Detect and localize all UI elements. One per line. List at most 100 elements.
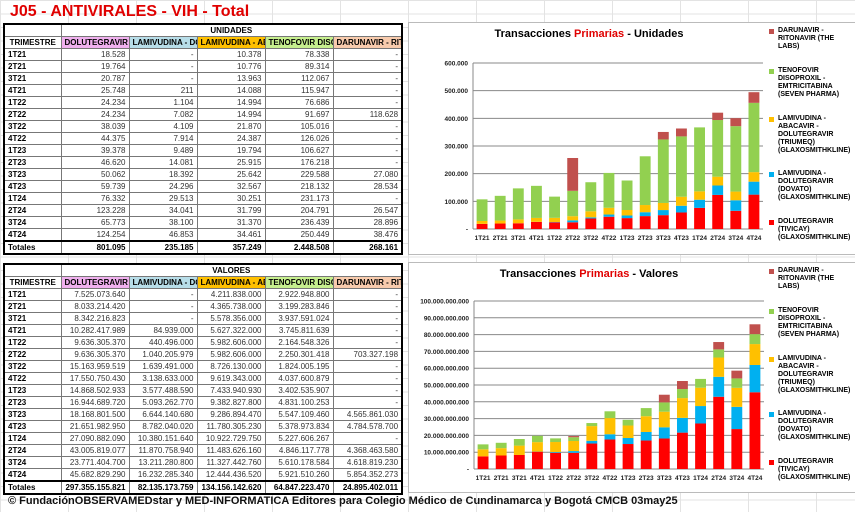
value-cell[interactable]: 38.476 [332,228,403,242]
value-cell[interactable]: - [332,312,403,325]
value-cell[interactable]: 15.163.959.519 [60,360,130,373]
value-cell[interactable]: 3.199.283.846 [264,300,334,313]
value-cell[interactable]: 78.338 [264,48,334,61]
value-cell[interactable]: 89.314 [264,60,334,73]
value-cell[interactable]: 19.794 [196,144,266,157]
quarter-cell[interactable]: 1T21 [3,48,62,61]
value-cell[interactable]: 21.651.982.950 [60,420,130,433]
value-cell[interactable]: 2.922.948.800 [264,288,334,301]
value-cell[interactable]: 9.489 [128,144,198,157]
value-cell[interactable]: - [332,96,403,109]
total-cell[interactable]: 357.249 [196,240,266,255]
value-cell[interactable]: 31.370 [196,216,266,229]
quarter-cell[interactable]: 3T21 [3,312,62,325]
value-cell[interactable]: 28.896 [332,216,403,229]
value-cell[interactable]: 4.365.738.000 [196,300,266,313]
value-cell[interactable]: 118.628 [332,108,403,121]
value-cell[interactable]: 18.528 [60,48,130,61]
value-cell[interactable]: 19.764 [60,60,130,73]
value-cell[interactable]: 231.173 [264,192,334,205]
value-cell[interactable]: 8.033.214.420 [60,300,130,313]
value-cell[interactable]: - [128,72,198,85]
quarter-cell[interactable]: 4T23 [3,420,62,433]
value-cell[interactable]: 4.109 [128,120,198,133]
value-cell[interactable]: 27.080 [332,168,403,181]
value-cell[interactable]: 39.378 [60,144,130,157]
value-cell[interactable]: 18.168.801.500 [60,408,130,421]
quarter-cell[interactable]: 1T24 [3,432,62,445]
quarter-cell[interactable]: 2T24 [3,444,62,457]
value-cell[interactable]: 12.444.436.520 [196,468,266,482]
value-cell[interactable]: 13.963 [196,72,266,85]
value-cell[interactable]: - [332,336,403,349]
totals-label[interactable]: Totales [3,240,62,255]
value-cell[interactable]: 17.550.750.430 [60,372,130,385]
value-cell[interactable]: 23.771.404.700 [60,456,130,469]
value-cell[interactable]: 5.547.109.460 [264,408,334,421]
value-cell[interactable]: - [332,72,403,85]
value-cell[interactable]: 8.782.040.020 [128,420,198,433]
value-cell[interactable]: - [128,300,198,313]
quarter-cell[interactable]: 3T24 [3,216,62,229]
value-cell[interactable]: 9.619.343.000 [196,372,266,385]
values-chart[interactable]: Transacciones Primarias - Valores - 10.00… [408,262,855,493]
value-cell[interactable]: 6.644.140.680 [128,408,198,421]
value-cell[interactable]: 24.296 [128,180,198,193]
value-cell[interactable]: 5.378.973.834 [264,420,334,433]
value-cell[interactable]: 7.433.940.930 [196,384,266,397]
value-cell[interactable]: 4.784.578.700 [332,420,403,433]
quarter-cell[interactable]: 4T21 [3,84,62,97]
quarter-cell[interactable]: 1T21 [3,288,62,301]
quarter-cell[interactable]: 1T24 [3,192,62,205]
quarter-cell[interactable]: 1T22 [3,96,62,109]
value-cell[interactable]: 20.787 [60,72,130,85]
value-cell[interactable]: 29.513 [128,192,198,205]
quarter-cell[interactable]: 1T23 [3,144,62,157]
total-cell[interactable]: 82.135.173.759 [128,480,198,495]
value-cell[interactable]: 5.982.606.000 [196,348,266,361]
quarter-cell[interactable]: 2T21 [3,60,62,73]
value-cell[interactable]: 250.449 [264,228,334,242]
value-cell[interactable]: 5.854.352.273 [332,468,403,482]
value-cell[interactable]: 5.578.356.000 [196,312,266,325]
value-cell[interactable]: 8.342.216.823 [60,312,130,325]
value-cell[interactable]: 3.745.811.639 [264,324,334,337]
value-cell[interactable]: 2.164.548.326 [264,336,334,349]
value-cell[interactable]: 14.081 [128,156,198,169]
quarter-cell[interactable]: 4T22 [3,132,62,145]
value-cell[interactable]: 14.994 [196,96,266,109]
value-cell[interactable]: - [332,432,403,445]
value-cell[interactable]: 4.037.600.879 [264,372,334,385]
value-cell[interactable]: 14.088 [196,84,266,97]
value-cell[interactable]: 106.627 [264,144,334,157]
value-cell[interactable]: 10.380.151.640 [128,432,198,445]
value-cell[interactable]: 46.853 [128,228,198,242]
quarter-cell[interactable]: 1T22 [3,336,62,349]
value-cell[interactable]: 11.327.442.760 [196,456,266,469]
value-cell[interactable]: 5.610.178.584 [264,456,334,469]
value-cell[interactable]: 24.234 [60,96,130,109]
value-cell[interactable]: 9.636.305.370 [60,336,130,349]
total-cell[interactable]: 2.448.508 [264,240,334,255]
value-cell[interactable]: - [332,396,403,409]
value-cell[interactable]: - [332,132,403,145]
value-cell[interactable]: 76.686 [264,96,334,109]
value-cell[interactable]: 10.922.729.750 [196,432,266,445]
quarter-cell[interactable]: 4T24 [3,468,62,482]
quarter-cell[interactable]: 2T23 [3,156,62,169]
value-cell[interactable]: 43.005.819.077 [60,444,130,457]
quarter-cell[interactable]: 3T24 [3,456,62,469]
value-cell[interactable]: - [332,372,403,385]
quarter-cell[interactable]: 2T23 [3,396,62,409]
value-cell[interactable]: 18.392 [128,168,198,181]
value-cell[interactable]: 3.138.633.000 [128,372,198,385]
quarter-cell[interactable]: 4T24 [3,228,62,242]
value-cell[interactable]: 176.218 [264,156,334,169]
value-cell[interactable]: - [332,120,403,133]
total-cell[interactable]: 24.895.402.011 [332,480,403,495]
value-cell[interactable]: 13.211.280.800 [128,456,198,469]
value-cell[interactable]: 105.016 [264,120,334,133]
value-cell[interactable]: 34.461 [196,228,266,242]
value-cell[interactable]: 703.327.198 [332,348,403,361]
value-cell[interactable]: - [332,288,403,301]
